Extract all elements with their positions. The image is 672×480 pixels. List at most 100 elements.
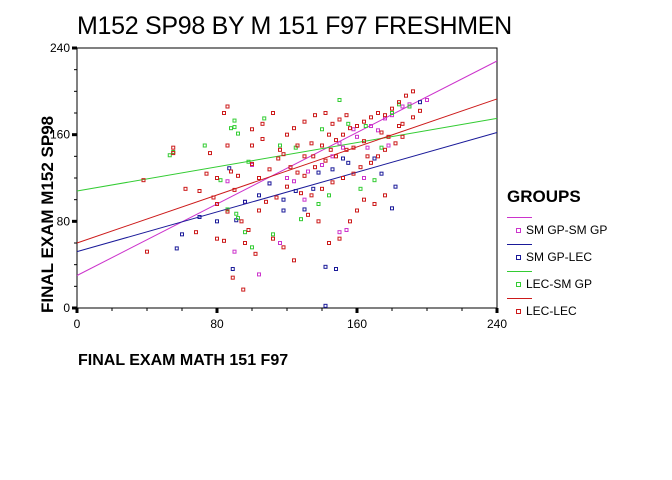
data-point xyxy=(306,212,310,217)
data-point xyxy=(316,170,321,175)
legend-marker-icon xyxy=(516,282,521,287)
data-point xyxy=(400,104,405,109)
data-point xyxy=(232,249,237,254)
legend-line-swatch xyxy=(507,244,532,245)
data-point xyxy=(197,215,202,219)
data-point xyxy=(363,124,368,128)
data-point xyxy=(313,165,317,170)
data-point xyxy=(278,241,282,245)
data-point xyxy=(257,272,261,277)
data-point xyxy=(313,113,317,118)
data-point xyxy=(227,166,232,171)
data-point xyxy=(225,179,230,184)
data-point xyxy=(372,178,377,183)
x-tick-label: 80 xyxy=(210,317,224,331)
legend-marker-icon xyxy=(516,255,521,260)
data-point xyxy=(411,89,415,94)
data-point xyxy=(390,113,394,118)
data-point xyxy=(243,230,247,235)
legend-line-swatch xyxy=(507,298,532,299)
data-point xyxy=(328,147,333,152)
data-point xyxy=(369,160,373,165)
data-point xyxy=(257,176,261,180)
data-point xyxy=(376,128,380,133)
data-point xyxy=(320,163,324,167)
data-point xyxy=(246,159,251,164)
legend-item: LEC-SM GP xyxy=(507,265,592,292)
data-point xyxy=(330,180,335,185)
data-point xyxy=(232,118,237,123)
data-point xyxy=(302,197,307,202)
data-point xyxy=(236,131,240,136)
data-point xyxy=(267,167,272,172)
fit-line xyxy=(76,98,498,244)
data-point xyxy=(281,152,286,157)
data-point xyxy=(411,115,415,120)
legend-marker-icon xyxy=(516,309,521,314)
y-tick-label: 240 xyxy=(50,41,70,55)
data-point xyxy=(232,187,237,192)
data-point xyxy=(355,124,359,128)
legend-item: LEC-LEC xyxy=(507,292,581,319)
data-point xyxy=(281,197,286,202)
x-tick-label: 160 xyxy=(347,317,367,331)
data-point xyxy=(171,145,176,150)
data-point xyxy=(337,117,342,122)
data-point xyxy=(229,169,233,174)
x-tick-label: 0 xyxy=(74,317,81,331)
legend-line-swatch xyxy=(507,271,532,272)
data-point xyxy=(379,145,384,150)
data-point xyxy=(302,173,307,178)
data-point xyxy=(145,249,149,254)
data-point xyxy=(400,134,405,139)
legend-marker-icon xyxy=(516,228,521,233)
data-point xyxy=(334,267,338,271)
data-point xyxy=(334,138,338,143)
data-point xyxy=(218,178,223,183)
data-point xyxy=(215,219,219,224)
plot-axes: 0 80 160 240 0 80 160 240 xyxy=(50,41,507,331)
data-point xyxy=(246,228,251,232)
data-point xyxy=(285,176,289,180)
fit-line xyxy=(76,132,498,253)
data-point xyxy=(327,132,331,137)
data-point xyxy=(292,258,296,263)
data-point xyxy=(262,116,267,121)
data-point xyxy=(316,202,321,206)
fit-lines xyxy=(76,60,498,276)
data-point xyxy=(393,184,398,189)
data-point xyxy=(362,176,366,180)
legend-label: SM GP-SM GP xyxy=(526,223,608,237)
data-point xyxy=(320,186,324,191)
legend-label: SM GP-LEC xyxy=(526,250,593,264)
data-point xyxy=(299,217,303,222)
data-point xyxy=(316,219,321,224)
data-point xyxy=(222,111,226,115)
data-point xyxy=(225,143,230,148)
data-point xyxy=(372,156,377,161)
data-point xyxy=(348,126,352,131)
data-point xyxy=(271,232,275,237)
y-tick-label: 0 xyxy=(63,301,70,315)
data-point xyxy=(271,236,275,241)
data-point xyxy=(250,127,254,132)
x-axis-label: FINAL EXAM MATH 151 F97 xyxy=(78,352,289,369)
data-point xyxy=(295,143,300,148)
data-point xyxy=(327,193,331,198)
data-point xyxy=(330,121,335,126)
fit-line xyxy=(76,60,498,276)
data-point xyxy=(323,111,328,115)
data-point xyxy=(278,147,282,152)
data-point xyxy=(330,154,335,159)
data-point xyxy=(260,121,265,126)
data-point xyxy=(418,108,422,113)
data-point xyxy=(141,178,146,183)
data-point xyxy=(299,191,303,196)
data-point xyxy=(285,132,289,137)
data-point xyxy=(267,181,272,186)
x-tick-label: 240 xyxy=(487,317,507,331)
data-point xyxy=(202,143,207,148)
data-point xyxy=(197,189,202,193)
data-point xyxy=(400,121,405,126)
